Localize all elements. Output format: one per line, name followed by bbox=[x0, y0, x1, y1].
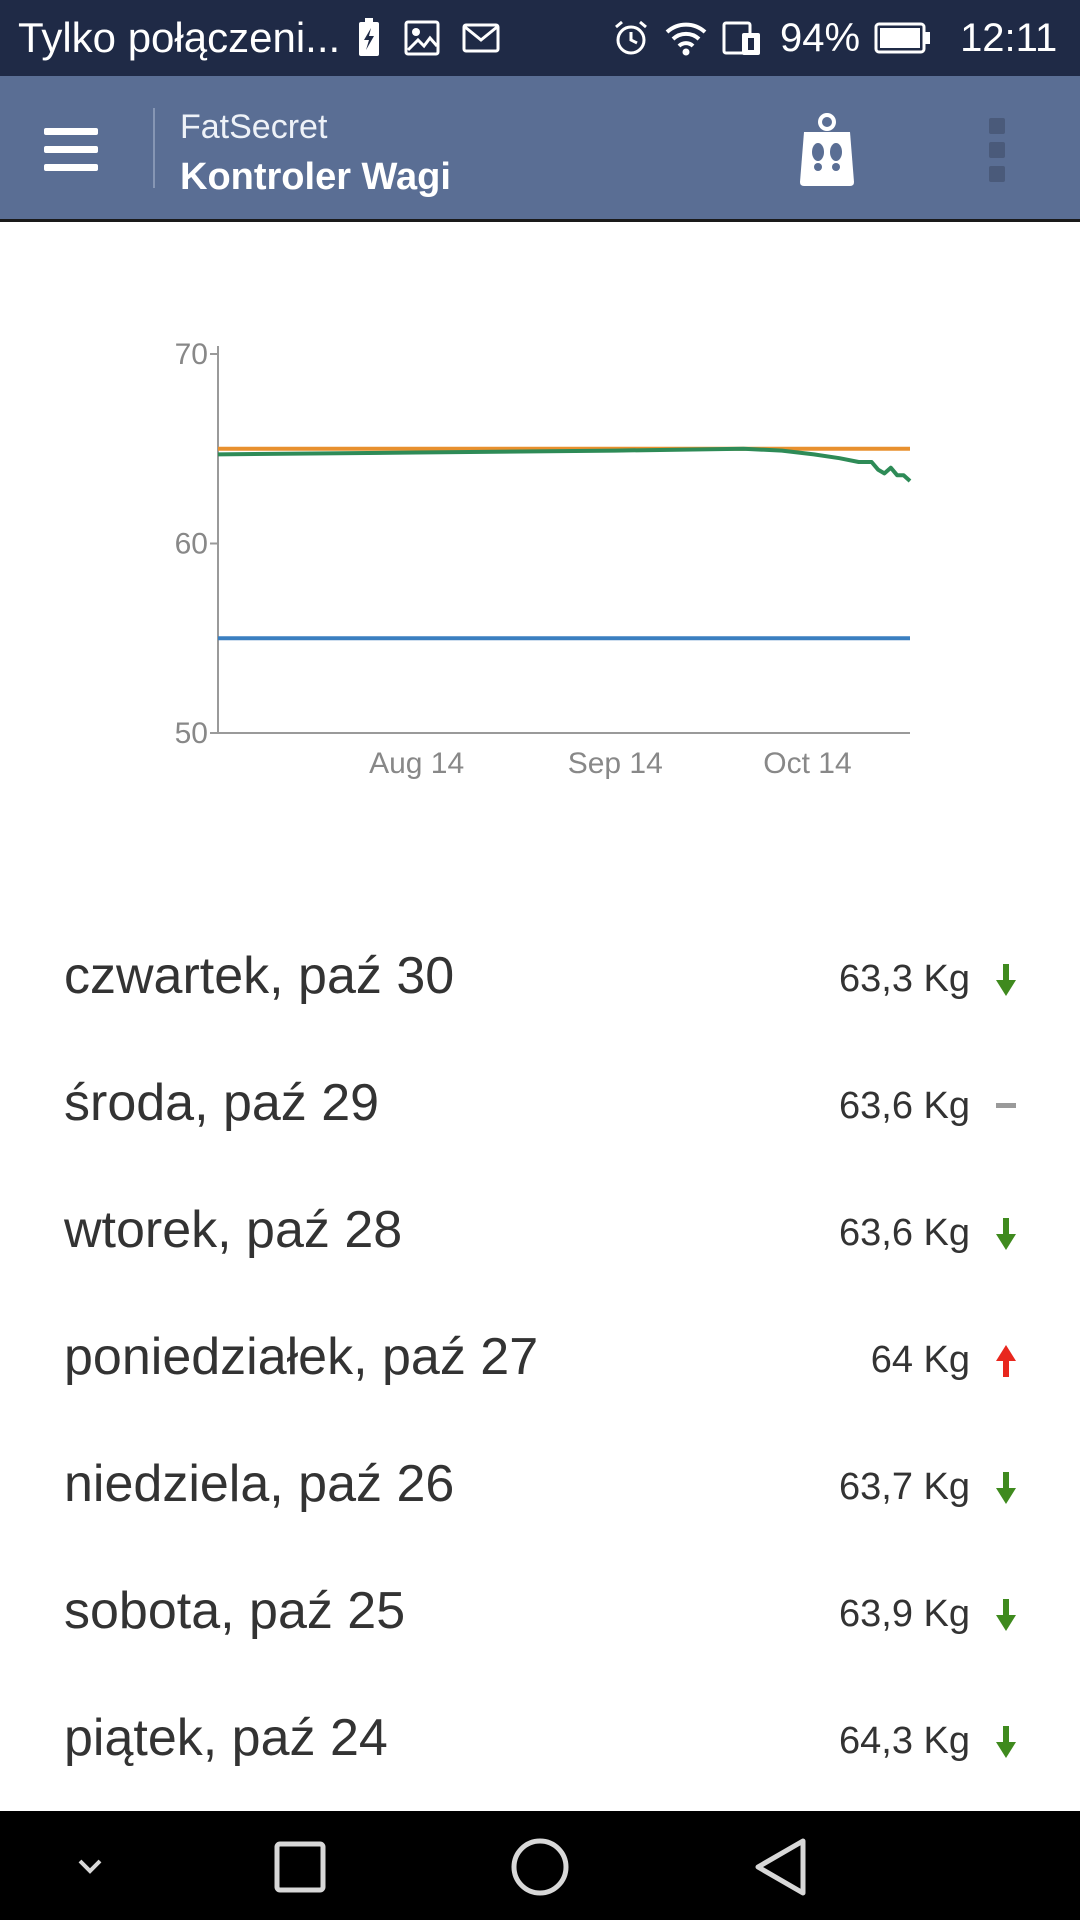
entry-weight: 64,3 Kg bbox=[839, 1720, 970, 1762]
entry-weight: 63,7 Kg bbox=[839, 1466, 970, 1508]
arrow-up-icon bbox=[992, 1341, 1020, 1381]
app-subtitle: FatSecret bbox=[180, 108, 328, 146]
app-bar: FatSecret Kontroler Wagi bbox=[0, 76, 1080, 222]
image-icon bbox=[404, 20, 440, 56]
x-tick-label: Aug 14 bbox=[369, 747, 464, 780]
list-item[interactable]: niedziela, paź 26 63,7 Kg bbox=[0, 1422, 1080, 1549]
x-tick-label: Sep 14 bbox=[568, 747, 663, 780]
clock: 12:11 bbox=[960, 15, 1058, 60]
list-item[interactable]: piątek, paź 24 64,3 Kg bbox=[0, 1676, 1080, 1803]
entry-weight: 63,3 Kg bbox=[839, 958, 970, 1000]
y-tick-label: 50 bbox=[175, 717, 208, 750]
list-item[interactable]: wtorek, paź 28 63,6 Kg bbox=[0, 1168, 1080, 1295]
y-tick-label: 70 bbox=[175, 338, 208, 371]
back-icon[interactable] bbox=[740, 1829, 820, 1905]
scale-icon[interactable] bbox=[794, 112, 860, 188]
arrow-down-icon bbox=[992, 960, 1020, 1000]
entry-weight: 63,6 Kg bbox=[839, 1212, 970, 1254]
wifi-icon bbox=[664, 20, 708, 56]
battery-charging-icon bbox=[356, 18, 382, 58]
list-item[interactable]: czwartek, paź 30 63,3 Kg bbox=[0, 914, 1080, 1041]
sim-icon bbox=[722, 19, 762, 57]
weight-chart-svg: 70 60 50 Aug 14 Sep 14 Oct 14 bbox=[175, 338, 912, 780]
y-tick-label: 60 bbox=[175, 528, 208, 561]
entry-date: sobota, paź 25 bbox=[64, 1582, 406, 1640]
mail-icon bbox=[462, 23, 500, 53]
entry-date: czwartek, paź 30 bbox=[64, 947, 455, 1005]
list-item[interactable]: środa, paź 29 63,6 Kg bbox=[0, 1041, 1080, 1168]
dash-icon bbox=[992, 1087, 1020, 1127]
entry-date: niedziela, paź 26 bbox=[64, 1455, 455, 1513]
arrow-down-icon bbox=[992, 1468, 1020, 1508]
notification-icons bbox=[356, 14, 500, 62]
menu-icon[interactable] bbox=[36, 120, 106, 180]
status-bar: Tylko połączeni... 94% 12:11 bbox=[0, 0, 1080, 76]
chart-axes bbox=[217, 346, 910, 734]
entry-weight: 63,6 Kg bbox=[839, 1085, 970, 1127]
app-bar-divider bbox=[153, 108, 155, 188]
series-line-2 bbox=[217, 446, 912, 483]
entry-date: piątek, paź 24 bbox=[64, 1709, 388, 1767]
overflow-menu-icon[interactable] bbox=[980, 118, 1014, 182]
x-tick-label: Oct 14 bbox=[763, 747, 851, 780]
notification-text: Tylko połączeni... bbox=[18, 14, 341, 61]
battery-percent: 94% bbox=[780, 15, 861, 60]
arrow-down-icon bbox=[992, 1722, 1020, 1762]
recents-icon[interactable] bbox=[260, 1829, 340, 1905]
entry-weight: 64 Kg bbox=[870, 1339, 970, 1381]
navigation-bar bbox=[0, 1811, 1080, 1920]
system-icons: 94% 12:11 bbox=[612, 14, 1057, 62]
list-item[interactable]: sobota, paź 25 63,9 Kg bbox=[0, 1549, 1080, 1676]
weight-chart: 70 60 50 Aug 14 Sep 14 Oct 14 bbox=[0, 222, 1080, 842]
alarm-icon bbox=[612, 19, 650, 57]
battery-icon bbox=[874, 22, 932, 54]
entry-date: wtorek, paź 28 bbox=[64, 1201, 403, 1259]
home-icon[interactable] bbox=[500, 1829, 580, 1905]
entry-date: środa, paź 29 bbox=[64, 1074, 380, 1132]
chevron-down-icon[interactable] bbox=[50, 1829, 130, 1905]
weight-entries-list: czwartek, paź 30 63,3 Kg środa, paź 29 63,6… bbox=[0, 914, 1080, 1803]
entry-date: poniedziałek, paź 27 bbox=[64, 1328, 539, 1386]
arrow-down-icon bbox=[992, 1214, 1020, 1254]
list-item[interactable]: poniedziałek, paź 27 64 Kg bbox=[0, 1295, 1080, 1422]
arrow-down-icon bbox=[992, 1595, 1020, 1635]
page-title: Kontroler Wagi bbox=[180, 156, 451, 198]
entry-weight: 63,9 Kg bbox=[839, 1593, 970, 1635]
